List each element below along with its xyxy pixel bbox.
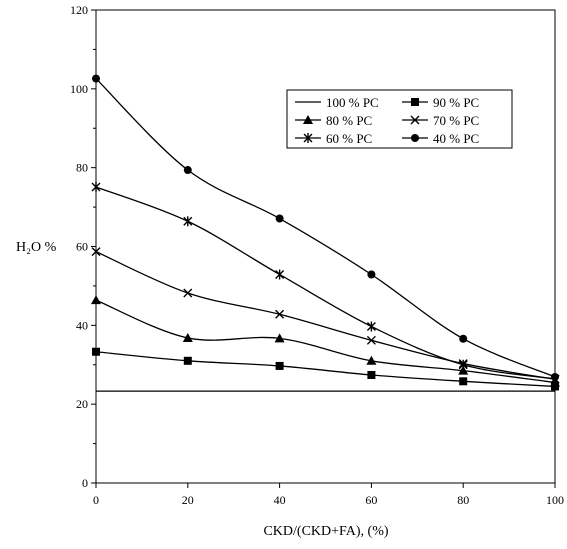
data-point (367, 270, 376, 279)
x-tick-label: 0 (93, 493, 99, 507)
series-3 (91, 247, 560, 384)
legend-marker (411, 98, 419, 106)
legend-marker (303, 115, 313, 124)
data-point (458, 359, 468, 370)
data-point (91, 295, 101, 305)
data-point (459, 377, 468, 386)
x-tick-label: 100 (546, 493, 564, 507)
y-tick-label: 0 (82, 476, 88, 490)
legend-item: 90 % PC (402, 95, 479, 110)
data-point (551, 372, 559, 381)
data-point (366, 355, 377, 365)
legend-item: 70 % PC (402, 113, 479, 128)
data-point (275, 269, 285, 280)
data-point (275, 214, 284, 223)
data-point (183, 216, 193, 227)
series-5 (92, 74, 559, 381)
legend-marker (303, 133, 313, 143)
data-point (92, 347, 100, 356)
legend-marker (410, 115, 420, 125)
data-point (366, 335, 376, 345)
data-point (183, 288, 193, 298)
y-tick-label: 20 (76, 397, 88, 411)
y-tick-label: 80 (76, 161, 88, 175)
data-point (182, 332, 193, 342)
data-point (183, 166, 192, 175)
data-point (367, 370, 376, 379)
legend-label: 70 % PC (433, 113, 479, 128)
data-point (366, 321, 376, 332)
legend-label: 100 % PC (326, 95, 379, 110)
series-line (95, 186, 556, 380)
series-line (95, 251, 556, 380)
data-point (275, 361, 284, 370)
data-point (458, 365, 469, 375)
data-point (91, 181, 101, 192)
x-axis-label: CKD/(CKD+FA), (%) (263, 524, 388, 539)
legend-item: 80 % PC (295, 113, 372, 128)
legend-label: 40 % PC (433, 131, 479, 146)
data-point (183, 356, 192, 365)
y-tick-label: 120 (70, 3, 88, 17)
legend-box (286, 89, 513, 149)
legend-item: 40 % PC (402, 131, 479, 146)
x-tick-label: 20 (182, 493, 194, 507)
data-point (459, 334, 468, 343)
plot-frame (95, 9, 556, 484)
y-tick-label: 100 (70, 82, 88, 96)
data-point (92, 74, 100, 83)
x-tick-label: 60 (365, 493, 377, 507)
y-axis: 0 20 40 60 80 100 120 (70, 3, 96, 490)
x-axis: 0 20 40 60 80 100 (93, 483, 564, 507)
series-line (95, 351, 556, 388)
legend-item: 60 % PC (295, 131, 372, 146)
series-2 (91, 295, 560, 387)
legend-label: 60 % PC (326, 131, 372, 146)
legend-marker (411, 134, 419, 142)
x-tick-label: 40 (274, 493, 286, 507)
series-layer (91, 74, 560, 392)
y-tick-label: 60 (76, 240, 88, 254)
legend: 100 % PC 90 % PC 80 % PC 70 % PC 60 % PC 40 %… (286, 89, 513, 149)
data-point (91, 247, 101, 257)
series-line (95, 299, 556, 384)
x-tick-label: 80 (457, 493, 469, 507)
y-axis-label: H₂O % (16, 240, 57, 255)
data-point (274, 333, 285, 343)
y-tick-label: 40 (76, 318, 88, 332)
legend-label: 80 % PC (326, 113, 372, 128)
legend-item: 100 % PC (295, 95, 379, 110)
data-point (275, 309, 285, 319)
legend-label: 90 % PC (433, 95, 479, 110)
